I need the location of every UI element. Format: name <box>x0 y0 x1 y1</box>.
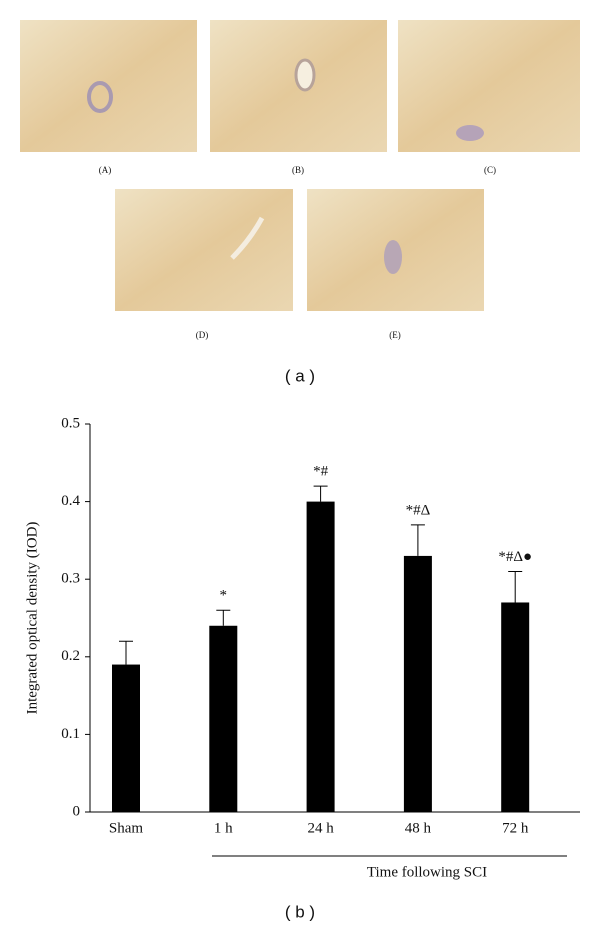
image-feature <box>456 125 484 141</box>
annotation: *#Δ● <box>498 549 532 565</box>
image <box>115 189 293 311</box>
caption: ( a ) <box>285 366 315 385</box>
bar <box>112 664 140 812</box>
micrographs: (A) (B) (C) (D) (E) <box>20 20 580 340</box>
image-feature <box>87 81 113 113</box>
y-tick-label: 0.3 <box>61 571 80 587</box>
x-tick-label: Sham <box>109 820 144 836</box>
image-label: (D) <box>196 330 209 340</box>
annotation: *#Δ <box>406 502 431 518</box>
image-feature <box>230 216 265 260</box>
image-label: (B) <box>292 165 304 175</box>
error-bar <box>216 609 231 626</box>
y-tick-label: 0.1 <box>61 726 80 742</box>
image-feature <box>294 58 316 92</box>
error-bar <box>508 570 523 603</box>
image-feature <box>384 240 402 274</box>
error-bar <box>410 524 425 556</box>
x-tick-label: 72 h <box>502 820 529 836</box>
annotation: *# <box>313 464 329 480</box>
y-tick-label: 0.4 <box>61 493 80 509</box>
image-label: (C) <box>484 165 496 175</box>
image <box>398 20 580 152</box>
bar <box>403 555 432 812</box>
y-tick-label: 0.5 <box>61 415 80 431</box>
y-tick-label: 0 <box>73 803 81 819</box>
y-tick-label: 0.2 <box>61 648 80 664</box>
bar <box>306 501 335 812</box>
y-axis-label: Integrated optical density (IOD) <box>24 522 40 715</box>
image-label: (E) <box>389 330 401 340</box>
bar <box>501 602 530 812</box>
x-tick-label: 24 h <box>307 820 334 836</box>
annotation: * <box>220 588 228 604</box>
caption: ( b ) <box>285 902 315 921</box>
bar <box>209 625 238 812</box>
x-tick-label: 48 h <box>405 820 432 836</box>
x-tick-label: 1 h <box>214 820 233 836</box>
error-bar <box>313 485 328 502</box>
image-label: (A) <box>99 165 112 175</box>
error-bar <box>119 640 133 665</box>
x-axis-label: Time following SCI <box>367 864 487 880</box>
